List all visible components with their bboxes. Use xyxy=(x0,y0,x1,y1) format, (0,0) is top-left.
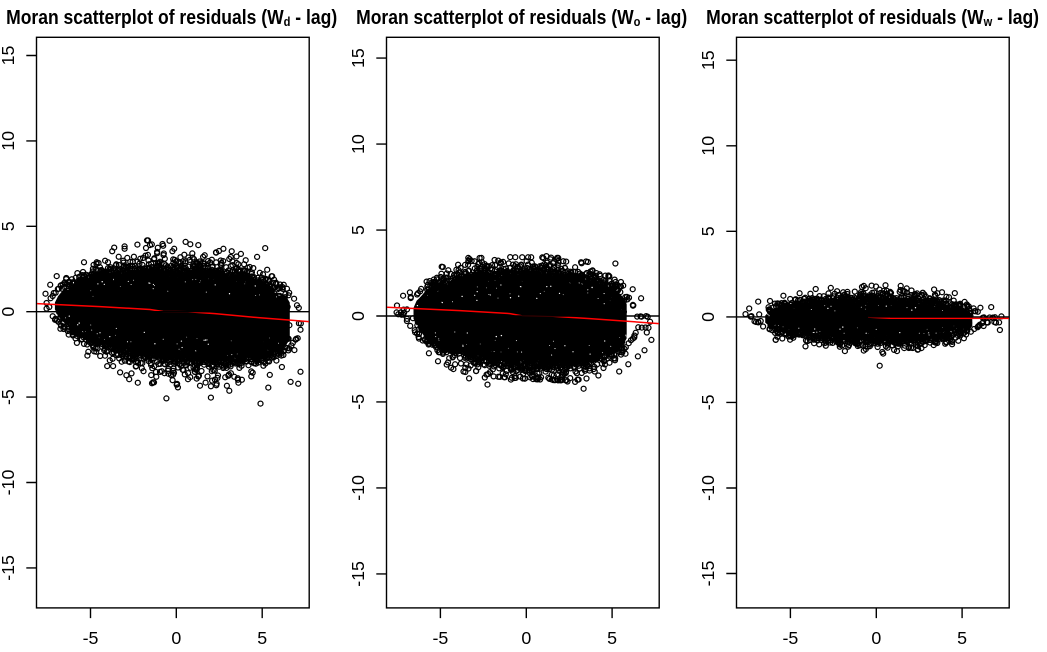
svg-text:-5: -5 xyxy=(782,628,798,647)
svg-text:5: 5 xyxy=(607,628,617,647)
svg-text:0: 0 xyxy=(698,312,718,322)
svg-text:-15: -15 xyxy=(0,555,18,581)
svg-text:-10: -10 xyxy=(698,475,718,501)
svg-text:5: 5 xyxy=(348,225,368,235)
svg-text:10: 10 xyxy=(698,136,718,156)
svg-text:0: 0 xyxy=(348,311,368,321)
svg-text:5: 5 xyxy=(698,226,718,236)
svg-text:-5: -5 xyxy=(0,389,18,405)
svg-text:5: 5 xyxy=(0,221,18,231)
svg-text:-15: -15 xyxy=(348,561,368,587)
svg-text:-5: -5 xyxy=(83,628,99,647)
svg-text:15: 15 xyxy=(348,48,368,68)
svg-text:5: 5 xyxy=(957,628,967,647)
svg-text:0: 0 xyxy=(521,628,531,647)
svg-text:10: 10 xyxy=(348,134,368,154)
svg-text:10: 10 xyxy=(0,131,18,151)
svg-text:0: 0 xyxy=(871,628,881,647)
svg-text:15: 15 xyxy=(0,46,18,66)
svg-text:-5: -5 xyxy=(348,394,368,410)
svg-text:0: 0 xyxy=(0,307,18,317)
svg-text:0: 0 xyxy=(171,628,181,647)
svg-text:-10: -10 xyxy=(0,470,18,496)
svg-text:-5: -5 xyxy=(698,394,718,410)
svg-text:Moran scatterplot of residuals: Moran scatterplot of residuals (Wo - lag… xyxy=(356,7,687,30)
svg-text:Moran scatterplot of residuals: Moran scatterplot of residuals (Wd - lag… xyxy=(6,7,337,30)
svg-text:5: 5 xyxy=(257,628,267,647)
svg-text:Moran scatterplot of residuals: Moran scatterplot of residuals (Ww - lag… xyxy=(706,7,1039,30)
svg-text:-5: -5 xyxy=(432,628,448,647)
svg-text:-15: -15 xyxy=(698,561,718,587)
svg-text:15: 15 xyxy=(698,50,718,70)
svg-text:-10: -10 xyxy=(348,475,368,501)
